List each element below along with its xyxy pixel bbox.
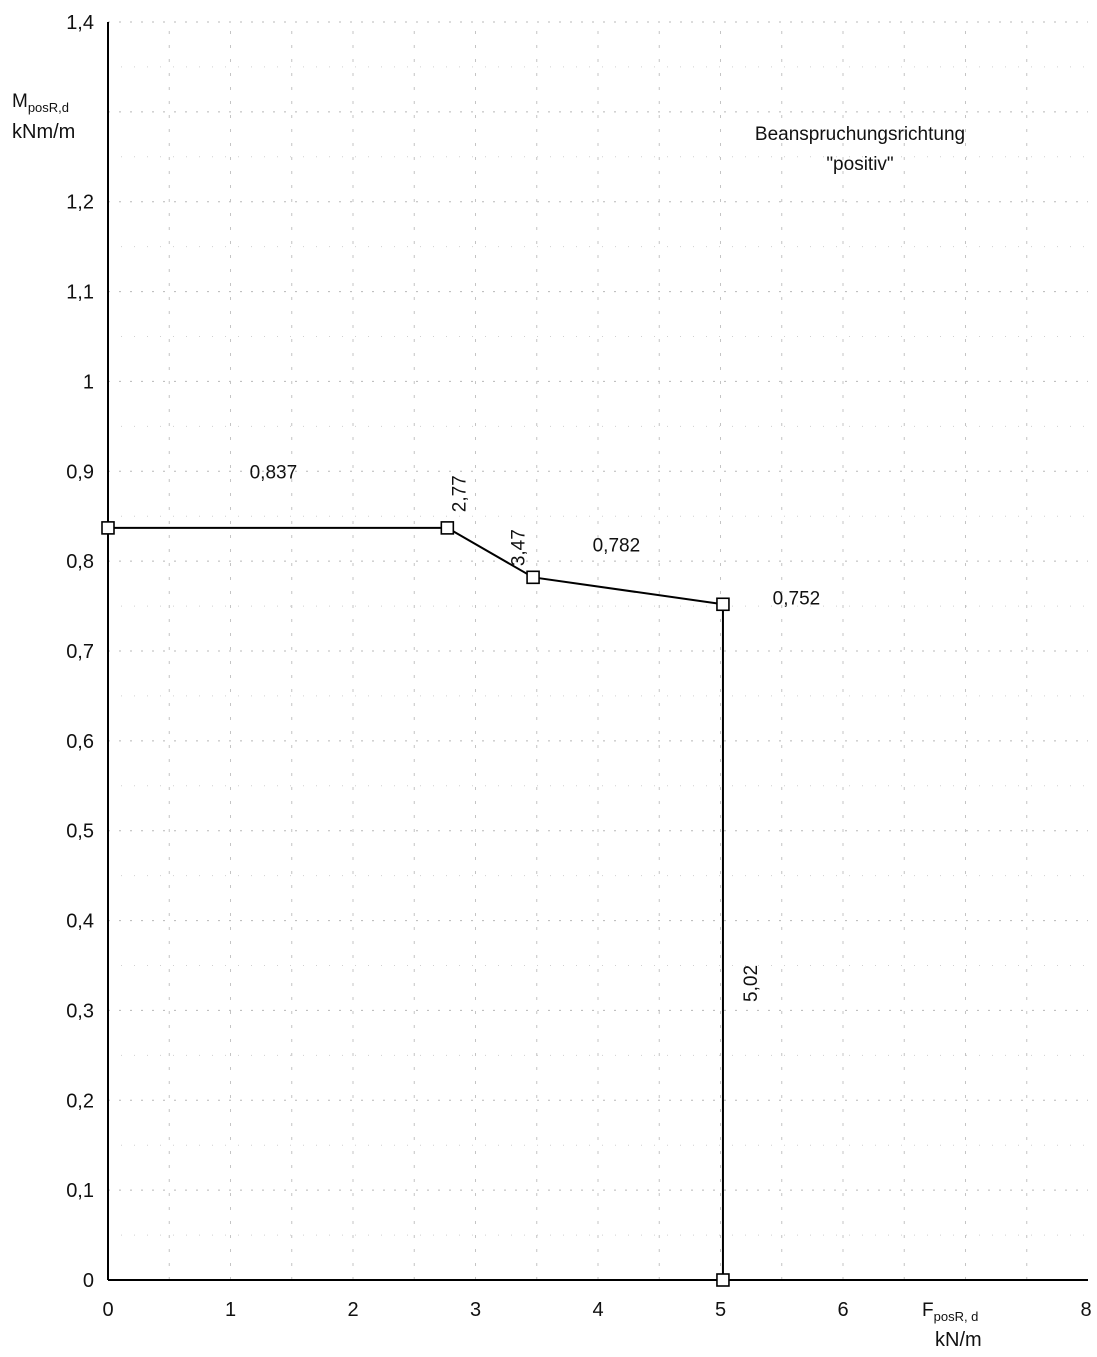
y-tick-label: 1,2 — [66, 192, 94, 214]
tick-labels: 0 0,1 0,2 0,3 0,4 0,5 0,6 0,7 0,8 0,9 1 1,1 1,2 1,4 0 1… — [66, 12, 1091, 1321]
y-tick-label: 0,2 — [66, 1090, 94, 1112]
series-line — [107, 526, 724, 1280]
y-tick-label: 1,4 — [66, 12, 94, 34]
y-axis-label: MposR,d — [12, 91, 69, 115]
y-axis-unit: kNm/m — [12, 121, 75, 143]
y-tick-label: 0,1 — [66, 1180, 94, 1202]
data-point-marker — [101, 521, 115, 535]
axes — [107, 22, 1088, 1281]
y-tick-label: 0,7 — [66, 641, 94, 663]
y-tick-label: 0 — [83, 1270, 94, 1292]
y-tick-label: 0,4 — [66, 911, 94, 933]
data-label: 5,02 — [741, 965, 762, 1002]
y-tick-label: 0,9 — [66, 461, 94, 483]
series-markers — [101, 521, 730, 1287]
annotations: 0,837 2,77 3,47 0,782 0,752 5,02 — [250, 462, 821, 1001]
x-tick-label: 2 — [347, 1299, 358, 1321]
y-tick-label: 1 — [83, 371, 94, 393]
x-axis-subscript: posR, d — [934, 1309, 979, 1324]
series-lines — [107, 526, 724, 1280]
x-tick-label: 5 — [715, 1299, 726, 1321]
chart-title: Beanspruchungsrichtung — [755, 124, 965, 145]
data-point-marker — [716, 597, 730, 612]
y-tick-label: 1,1 — [66, 282, 94, 304]
x-tick-label: 6 — [837, 1299, 848, 1321]
data-point-marker — [526, 570, 540, 585]
x-axis-symbol: F — [922, 1300, 934, 1321]
x-axis-unit: kN/m — [935, 1329, 982, 1351]
data-label: 0,752 — [773, 588, 821, 609]
y-tick-label: 0,6 — [66, 731, 94, 753]
y-tick-label: 0,3 — [66, 1000, 94, 1022]
data-point-marker — [440, 521, 455, 535]
data-label: 0,837 — [250, 462, 298, 483]
data-point-marker — [716, 1273, 730, 1287]
chart-subtitle: "positiv" — [826, 154, 893, 175]
y-axis-subscript: posR,d — [28, 100, 69, 115]
y-axis-symbol: M — [12, 91, 28, 112]
data-label: 3,47 — [509, 529, 530, 566]
x-tick-label: 1 — [225, 1299, 236, 1321]
x-tick-label: 3 — [470, 1299, 481, 1321]
x-tick-label: 8 — [1080, 1299, 1091, 1321]
grid-lines — [108, 21, 1088, 1280]
data-label: 2,77 — [450, 475, 471, 512]
y-tick-label: 0,5 — [66, 821, 94, 843]
x-tick-label: 0 — [102, 1299, 113, 1321]
data-label: 0,782 — [593, 535, 641, 556]
x-axis-label: FposR, d — [922, 1300, 978, 1324]
y-tick-label: 0,8 — [66, 551, 94, 573]
x-tick-label: 4 — [592, 1299, 603, 1321]
